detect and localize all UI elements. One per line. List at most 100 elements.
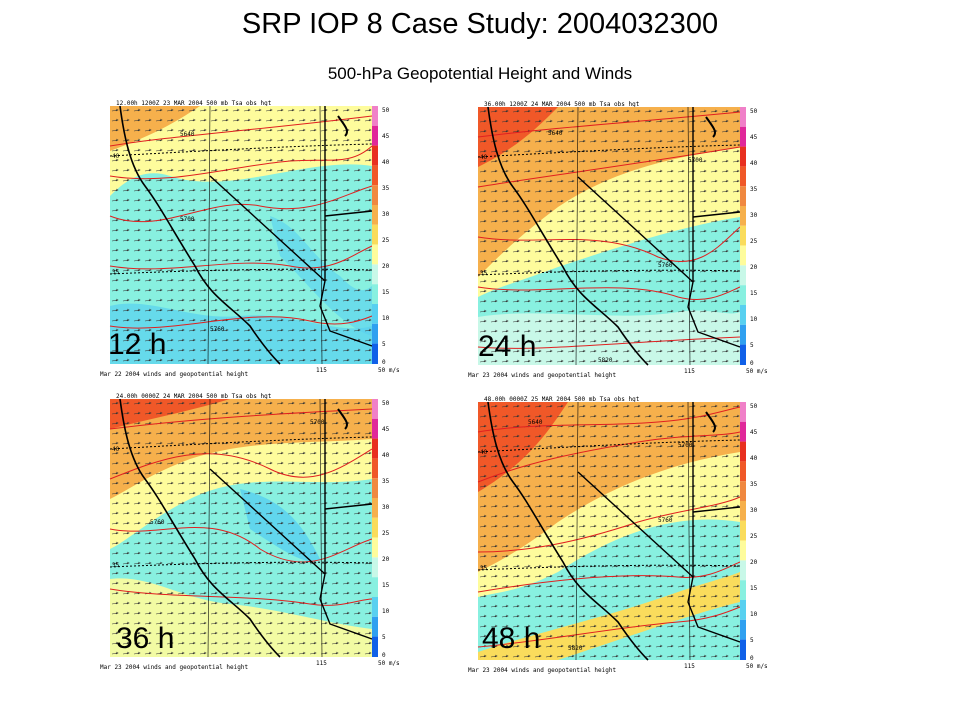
lake-outline [337,408,348,430]
colorbar: 50 45 40 35 30 25 20 15 10 5 0 [740,107,758,367]
map-panel-36h: 24.00h 0000Z 24 MAR 2004 500 mb Tsa obs … [96,393,401,675]
colorbar-tick: 35 [382,478,390,485]
state-boundary [577,176,741,348]
colorbar-tick: 35 [382,185,390,192]
contour-label: 5700 [678,442,693,449]
wind-vectors [110,399,372,657]
colorbar-tick: 0 [382,359,386,366]
forecast-hour-label: 48 h [482,622,541,655]
colorbar-tick: 25 [750,238,758,245]
map-panel-24h: 36.00h 1200Z 24 MAR 2004 500 mb Tsa obs … [464,101,769,383]
contour-label: 5700 [180,216,195,223]
colorbar-tick: 45 [382,426,390,433]
panel-footer: Mar 23 2004 winds and geopotential heigh… [468,372,616,379]
height-contour [109,145,373,180]
longitude-line [687,106,691,366]
lat-label: 35 [112,269,120,276]
panel-header: 24.00h 0000Z 24 MAR 2004 500 mb Tsa obs … [116,393,272,400]
height-contour [477,336,741,349]
colorbar-tick: 10 [750,316,758,323]
colorbar-tick: 5 [750,342,754,349]
lat-label: 35 [480,565,488,572]
colorbar-tick: 15 [750,585,758,592]
colorbar-tick: 30 [750,212,758,219]
state-boundary [577,471,741,643]
colorbar-tick: 50 [750,403,758,410]
colorbar-tick: 30 [382,504,390,511]
height-contour [109,115,373,147]
colorbar-tick: 10 [382,315,390,322]
colorbar-tick: 45 [382,133,390,140]
lat-label: 40 [112,153,120,160]
longitude-line [319,105,323,365]
colorbar-tick: 35 [750,481,758,488]
lat-label: 35 [112,562,120,569]
contour-label: 5640 [548,130,563,137]
state-boundary [324,503,373,510]
coastline [487,106,649,366]
lat-label: 40 [112,446,120,453]
colorbar-tick: 35 [750,186,758,193]
state-boundary [692,211,741,218]
height-contour [109,588,373,606]
coastline [119,398,281,658]
coastline [487,401,649,661]
contour-label: 5820 [598,357,613,364]
contour-label: 5640 [528,419,543,426]
longitude-line [207,398,211,658]
lat-label: 35 [480,270,488,277]
longitude-line [575,106,579,366]
colorbar-tick: 5 [750,637,754,644]
colorbar-tick: 40 [382,452,390,459]
lon-label: 115 [684,663,695,670]
colorbar-tick: 40 [382,159,390,166]
contour-label: 5700 [688,157,703,164]
map-panel-48h: 48.00h 0000Z 25 MAR 2004 500 mb Tsa obs … [464,396,769,678]
map-panel-12h: 12.00h 1200Z 23 MAR 2004 500 mb Tsa obs … [96,100,401,382]
colorbar-tick: 30 [750,507,758,514]
contour-label: 5760 [658,517,673,524]
height-contour [109,526,373,563]
panel-footer: Mar 23 2004 winds and geopotential heigh… [100,664,248,671]
colorbar-tick: 5 [382,341,386,348]
height-contour [477,606,741,648]
lat-label: 40 [480,449,488,456]
colorbar-tick: 45 [750,134,758,141]
contour-label: 5760 [658,262,673,269]
colorbar-tick: 15 [750,290,758,297]
wind-vectors [110,106,372,364]
page-subtitle: 500-hPa Geopotential Height and Winds [327,64,633,83]
height-contour [477,561,741,593]
map-figure: 36.00h 1200Z 24 MAR 2004 500 mb Tsa obs … [468,101,768,379]
contour-label: 5760 [150,519,165,526]
vector-reference: 50 m/s [746,663,768,670]
longitude-line [207,105,211,365]
height-contour [109,448,373,480]
wind-vectors [478,107,740,365]
map-figure: 24.00h 0000Z 24 MAR 2004 500 mb Tsa obs … [100,393,400,671]
colorbar-tick: 10 [750,611,758,618]
forecast-hour-label: 24 h [478,330,537,363]
colorbar-tick: 20 [750,559,758,566]
lake-outline [337,115,348,137]
colorbar-tick: 50 [382,107,390,114]
colorbar-tick: 50 [750,108,758,115]
colorbar-tick: 30 [382,211,390,218]
coastline [119,105,281,365]
contour-label: 5760 [210,326,225,333]
colorbar-tick: 50 [382,400,390,407]
height-contour [477,226,741,262]
height-contour [109,408,373,430]
vector-reference: 50 m/s [378,367,400,374]
colorbar-tick: 40 [750,455,758,462]
colorbar-tick: 15 [382,582,390,589]
state-boundary [209,468,373,640]
contour-label: 5640 [180,131,195,138]
colorbar-tick: 5 [382,634,386,641]
lat-label: 40 [480,154,488,161]
longitude-line [319,398,323,658]
vector-reference: 50 m/s [746,368,768,375]
state-boundary [692,506,741,513]
height-contour [477,111,741,138]
colorbar-tick: 20 [382,556,390,563]
